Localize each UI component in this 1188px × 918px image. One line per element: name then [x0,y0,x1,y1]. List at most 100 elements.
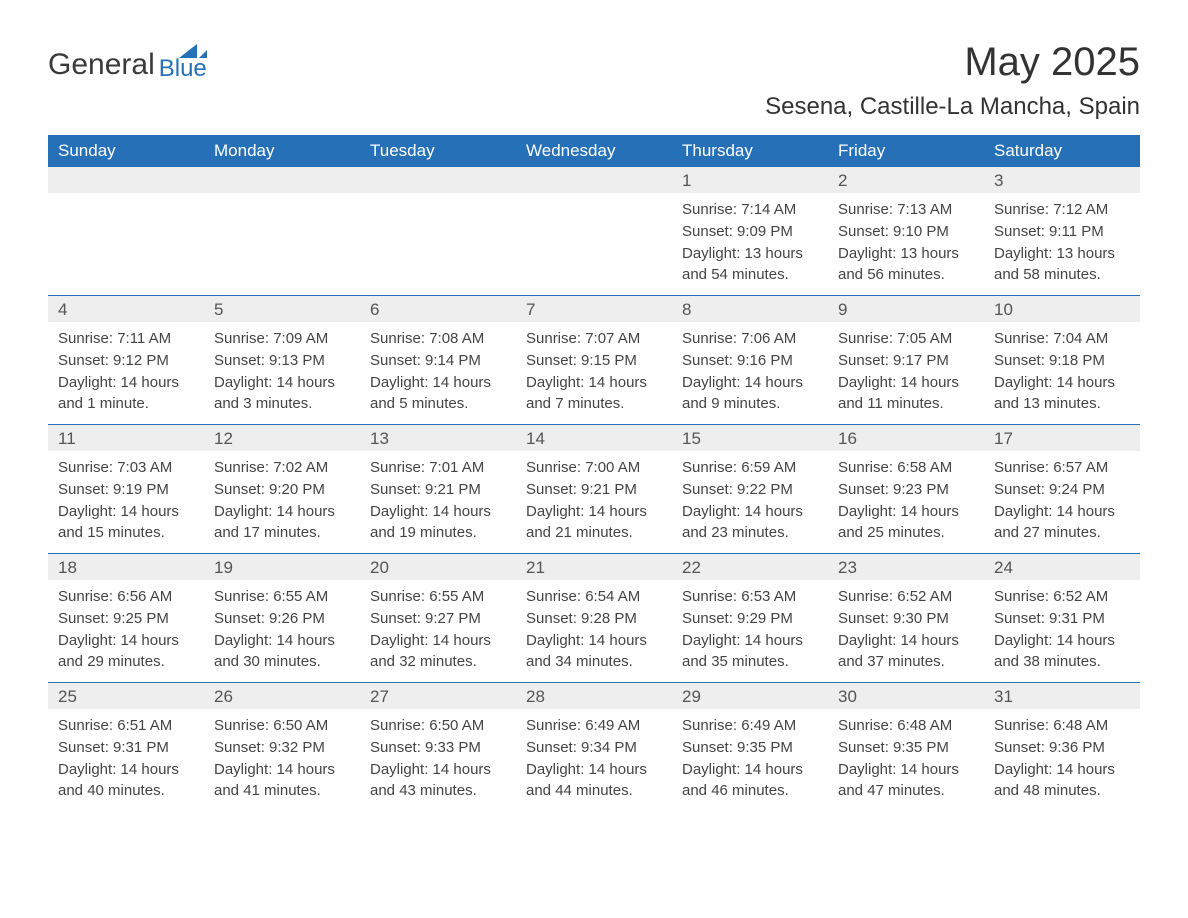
day-number: 10 [984,296,1140,322]
sunrise-text: Sunrise: 6:52 AM [994,586,1130,608]
sunset-text: Sunset: 9:26 PM [214,608,350,630]
daylight-text: Daylight: 14 hours and 32 minutes. [370,630,506,674]
day-number: 28 [516,683,672,709]
sunrise-text: Sunrise: 6:58 AM [838,457,974,479]
daylight-text: Daylight: 14 hours and 3 minutes. [214,372,350,416]
day-number: 12 [204,425,360,451]
day-body: Sunrise: 6:49 AMSunset: 9:35 PMDaylight:… [672,709,828,802]
daylight-text: Daylight: 14 hours and 5 minutes. [370,372,506,416]
day-header: Thursday [672,135,828,167]
empty-day-bar [204,167,360,193]
day-body: Sunrise: 7:09 AMSunset: 9:13 PMDaylight:… [204,322,360,415]
day-body: Sunrise: 6:58 AMSunset: 9:23 PMDaylight:… [828,451,984,544]
day-body: Sunrise: 7:04 AMSunset: 9:18 PMDaylight:… [984,322,1140,415]
page-title: May 2025 [964,40,1140,85]
sunrise-text: Sunrise: 6:57 AM [994,457,1130,479]
sunrise-text: Sunrise: 7:05 AM [838,328,974,350]
sunrise-text: Sunrise: 6:55 AM [370,586,506,608]
calendar-cell: 5Sunrise: 7:09 AMSunset: 9:13 PMDaylight… [204,296,360,424]
sunrise-text: Sunrise: 6:51 AM [58,715,194,737]
day-body: Sunrise: 7:07 AMSunset: 9:15 PMDaylight:… [516,322,672,415]
day-body: Sunrise: 7:03 AMSunset: 9:19 PMDaylight:… [48,451,204,544]
sunset-text: Sunset: 9:35 PM [838,737,974,759]
logo-text-general: General [48,50,155,80]
sunset-text: Sunset: 9:25 PM [58,608,194,630]
day-body: Sunrise: 6:55 AMSunset: 9:27 PMDaylight:… [360,580,516,673]
daylight-text: Daylight: 14 hours and 47 minutes. [838,759,974,803]
sunset-text: Sunset: 9:23 PM [838,479,974,501]
day-number: 24 [984,554,1140,580]
daylight-text: Daylight: 13 hours and 54 minutes. [682,243,818,287]
calendar-cell: 31Sunrise: 6:48 AMSunset: 9:36 PMDayligh… [984,683,1140,811]
calendar-cell: 24Sunrise: 6:52 AMSunset: 9:31 PMDayligh… [984,554,1140,682]
daylight-text: Daylight: 14 hours and 7 minutes. [526,372,662,416]
day-header: Sunday [48,135,204,167]
day-number: 7 [516,296,672,322]
day-body: Sunrise: 6:52 AMSunset: 9:30 PMDaylight:… [828,580,984,673]
sunrise-text: Sunrise: 7:08 AM [370,328,506,350]
day-body: Sunrise: 7:11 AMSunset: 9:12 PMDaylight:… [48,322,204,415]
calendar-cell: 21Sunrise: 6:54 AMSunset: 9:28 PMDayligh… [516,554,672,682]
day-number: 18 [48,554,204,580]
day-body: Sunrise: 7:14 AMSunset: 9:09 PMDaylight:… [672,193,828,286]
sunrise-text: Sunrise: 6:55 AM [214,586,350,608]
daylight-text: Daylight: 14 hours and 27 minutes. [994,501,1130,545]
day-header: Friday [828,135,984,167]
sunrise-text: Sunrise: 6:48 AM [994,715,1130,737]
calendar-cell [516,167,672,295]
calendar-week: 1Sunrise: 7:14 AMSunset: 9:09 PMDaylight… [48,167,1140,295]
day-number: 26 [204,683,360,709]
sunrise-text: Sunrise: 6:50 AM [214,715,350,737]
sunset-text: Sunset: 9:35 PM [682,737,818,759]
day-number: 2 [828,167,984,193]
day-body: Sunrise: 6:59 AMSunset: 9:22 PMDaylight:… [672,451,828,544]
sunset-text: Sunset: 9:18 PM [994,350,1130,372]
page-subtitle: Sesena, Castille-La Mancha, Spain [48,93,1140,121]
day-header: Wednesday [516,135,672,167]
calendar-cell: 2Sunrise: 7:13 AMSunset: 9:10 PMDaylight… [828,167,984,295]
sunset-text: Sunset: 9:31 PM [994,608,1130,630]
sunrise-text: Sunrise: 7:13 AM [838,199,974,221]
sunset-text: Sunset: 9:13 PM [214,350,350,372]
day-number: 19 [204,554,360,580]
sunset-text: Sunset: 9:19 PM [58,479,194,501]
calendar-cell: 25Sunrise: 6:51 AMSunset: 9:31 PMDayligh… [48,683,204,811]
calendar-cell: 13Sunrise: 7:01 AMSunset: 9:21 PMDayligh… [360,425,516,553]
sunset-text: Sunset: 9:22 PM [682,479,818,501]
day-body: Sunrise: 6:48 AMSunset: 9:35 PMDaylight:… [828,709,984,802]
calendar-cell: 14Sunrise: 7:00 AMSunset: 9:21 PMDayligh… [516,425,672,553]
sunset-text: Sunset: 9:09 PM [682,221,818,243]
day-header: Saturday [984,135,1140,167]
sunrise-text: Sunrise: 7:07 AM [526,328,662,350]
sunset-text: Sunset: 9:17 PM [838,350,974,372]
daylight-text: Daylight: 14 hours and 41 minutes. [214,759,350,803]
sunset-text: Sunset: 9:15 PM [526,350,662,372]
sunset-text: Sunset: 9:28 PM [526,608,662,630]
calendar-week: 18Sunrise: 6:56 AMSunset: 9:25 PMDayligh… [48,553,1140,682]
empty-day-bar [360,167,516,193]
calendar-header-row: Sunday Monday Tuesday Wednesday Thursday… [48,135,1140,167]
sunset-text: Sunset: 9:34 PM [526,737,662,759]
day-number: 16 [828,425,984,451]
sunrise-text: Sunrise: 6:53 AM [682,586,818,608]
sunset-text: Sunset: 9:32 PM [214,737,350,759]
calendar-week: 4Sunrise: 7:11 AMSunset: 9:12 PMDaylight… [48,295,1140,424]
sunrise-text: Sunrise: 6:50 AM [370,715,506,737]
calendar-cell: 8Sunrise: 7:06 AMSunset: 9:16 PMDaylight… [672,296,828,424]
day-number: 22 [672,554,828,580]
sunset-text: Sunset: 9:21 PM [370,479,506,501]
daylight-text: Daylight: 14 hours and 11 minutes. [838,372,974,416]
day-body: Sunrise: 7:06 AMSunset: 9:16 PMDaylight:… [672,322,828,415]
sunset-text: Sunset: 9:30 PM [838,608,974,630]
sunset-text: Sunset: 9:27 PM [370,608,506,630]
day-body: Sunrise: 6:53 AMSunset: 9:29 PMDaylight:… [672,580,828,673]
sunset-text: Sunset: 9:33 PM [370,737,506,759]
calendar-cell: 3Sunrise: 7:12 AMSunset: 9:11 PMDaylight… [984,167,1140,295]
day-number: 20 [360,554,516,580]
daylight-text: Daylight: 13 hours and 56 minutes. [838,243,974,287]
day-body: Sunrise: 6:54 AMSunset: 9:28 PMDaylight:… [516,580,672,673]
sunset-text: Sunset: 9:36 PM [994,737,1130,759]
sunrise-text: Sunrise: 7:11 AM [58,328,194,350]
day-number: 30 [828,683,984,709]
daylight-text: Daylight: 14 hours and 43 minutes. [370,759,506,803]
